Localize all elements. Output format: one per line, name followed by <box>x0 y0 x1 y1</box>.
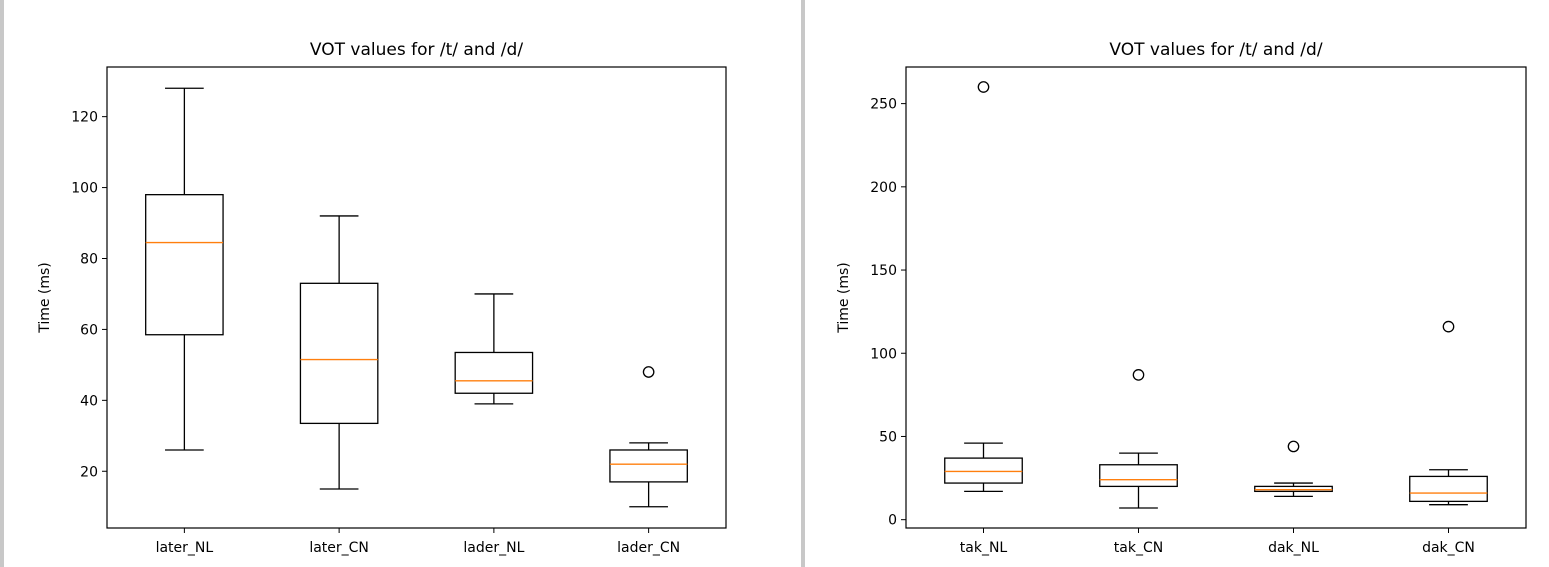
chart-right: VOT values for /t/ and /d/Time (ms) 0 50 10… <box>836 40 1527 556</box>
y-tick-label: 60 <box>80 322 98 338</box>
box-lader_CN <box>609 366 688 508</box>
y-tick-label: 50 <box>879 429 897 445</box>
box-dak_NL <box>1254 440 1333 498</box>
plot-frame <box>106 66 727 529</box>
x-tick-label: lader_NL <box>463 540 524 556</box>
iqr-box <box>944 457 1023 484</box>
y-axis-label: Time (ms) <box>836 262 852 334</box>
y-tick-label: 150 <box>870 263 897 279</box>
box-dak_CN <box>1409 320 1488 506</box>
x-tick-label: later_CN <box>309 540 369 556</box>
box-later_CN <box>299 215 379 490</box>
iqr-box <box>454 351 534 394</box>
box-later_NL <box>145 87 224 451</box>
chart-title: VOT values for /t/ and /d/ <box>1109 40 1322 60</box>
y-tick-label: 100 <box>71 181 98 197</box>
y-tick-label: 80 <box>80 251 98 267</box>
y-tick-label: 250 <box>870 97 897 113</box>
x-tick-label: tak_CN <box>1114 540 1163 556</box>
iqr-box <box>299 282 379 425</box>
outlier-point <box>977 81 990 93</box>
panel-divider <box>801 0 805 567</box>
outlier-point <box>1442 320 1455 333</box>
y-tick-label: 200 <box>870 180 897 196</box>
x-tick-label: dak_NL <box>1268 540 1319 556</box>
y-tick-label: 20 <box>80 464 98 480</box>
x-tick-label: later_NL <box>156 540 214 556</box>
y-tick-label: 100 <box>870 346 897 362</box>
x-tick-label: dak_CN <box>1422 540 1475 556</box>
y-tick-label: 40 <box>80 393 98 409</box>
iqr-box <box>1099 464 1178 488</box>
y-tick-label: 120 <box>71 110 98 126</box>
box-tak_NL <box>944 81 1023 493</box>
outlier-point <box>1287 440 1300 453</box>
chart-title: VOT values for /t/ and /d/ <box>310 40 523 60</box>
iqr-box <box>145 194 224 336</box>
outlier-point <box>642 366 655 378</box>
y-tick-label: 0 <box>888 513 897 529</box>
box-lader_NL <box>454 293 534 405</box>
x-tick-label: lader_CN <box>617 540 680 556</box>
box-tak_CN <box>1099 369 1178 509</box>
left-frame-border <box>0 0 4 567</box>
x-tick-label: tak_NL <box>960 540 1008 556</box>
plot-frame <box>905 66 1527 529</box>
iqr-box <box>609 449 688 483</box>
outlier-point <box>1132 369 1145 381</box>
iqr-box <box>1409 475 1488 503</box>
iqr-box <box>1254 485 1333 493</box>
y-axis-label: Time (ms) <box>37 262 53 334</box>
chart-left: VOT values for /t/ and /d/Time (ms) 20 40 6… <box>37 40 727 556</box>
